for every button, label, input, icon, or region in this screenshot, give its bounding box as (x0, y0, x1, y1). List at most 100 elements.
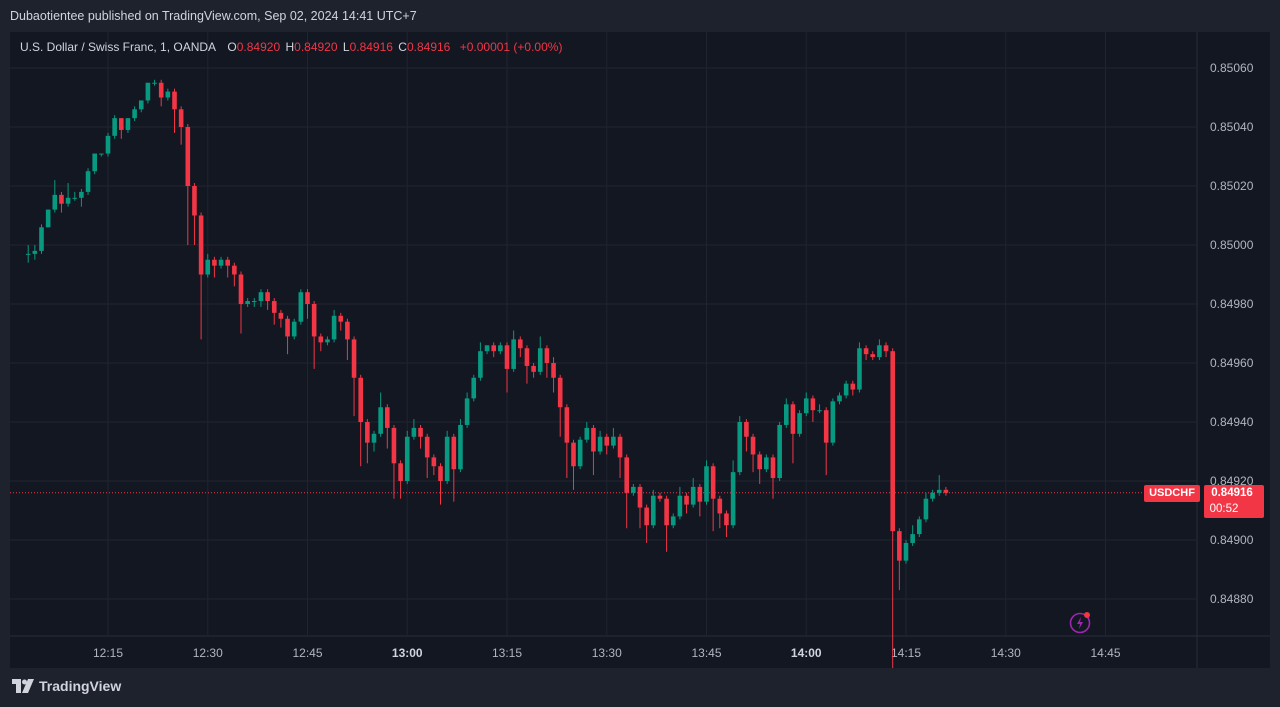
x-tick-label: 13:15 (492, 646, 522, 660)
candle-body (531, 365, 536, 372)
x-tick-label: 14:30 (991, 646, 1021, 660)
candle-body (923, 498, 929, 520)
candle-body (311, 304, 317, 337)
candle-body (697, 486, 703, 502)
candle-body (624, 457, 629, 493)
legend-symbol: U.S. Dollar / Swiss Franc, 1, OANDA (20, 40, 217, 54)
candle-body (897, 531, 902, 561)
x-tick-label: 12:30 (193, 646, 223, 660)
candle-body (365, 422, 370, 443)
candle-body (345, 321, 350, 340)
tradingview-logo-icon (12, 679, 34, 693)
legend-low-label: L (342, 40, 350, 54)
last-price-tag: 0.84916 00:52 (1204, 485, 1264, 518)
candle-body (378, 407, 383, 434)
candle-body (810, 398, 816, 411)
candle-body (943, 489, 949, 493)
candle-body (557, 377, 563, 408)
tradingview-brand[interactable]: TradingView (12, 678, 121, 694)
candle-body (883, 345, 889, 352)
candle-body (850, 383, 856, 390)
legend-open-value: 0.84920 (236, 40, 281, 54)
y-tick-label: 0.84900 (1210, 533, 1254, 547)
candle-body (677, 495, 683, 517)
y-tick-label: 0.84880 (1210, 592, 1254, 606)
candle-body (39, 227, 44, 251)
last-price-value: 0.84916 (1211, 487, 1253, 499)
candle-body (770, 457, 776, 479)
y-tick-label: 0.84940 (1210, 415, 1254, 429)
candle-body (564, 407, 570, 443)
candle-body (498, 345, 503, 352)
candle-body (198, 215, 204, 275)
chart-panel[interactable] (10, 32, 1270, 668)
footer-bar (0, 668, 1280, 707)
legend-high-value: 0.84920 (294, 40, 338, 54)
candle-body (212, 259, 217, 266)
legend-change: +0.00001 (+0.00%) (459, 40, 563, 54)
candle-body (790, 404, 796, 434)
candle-body (524, 348, 530, 366)
legend-close-label: C (398, 40, 407, 54)
candle-body (25, 253, 31, 255)
candle-body (398, 463, 403, 481)
candle-body (105, 135, 111, 154)
candle-body (511, 339, 516, 369)
candle-body (285, 318, 290, 337)
candle-body (59, 194, 64, 204)
candle-body (504, 345, 510, 369)
candle-body (391, 427, 397, 464)
y-tick-label: 0.85000 (1210, 238, 1254, 252)
candle-body (318, 336, 324, 343)
candle-body (79, 191, 84, 198)
candle-body (604, 436, 610, 446)
x-tick-label: 12:45 (292, 646, 322, 660)
candle-body (125, 118, 131, 130)
candle-body (424, 436, 430, 458)
candle-body (72, 197, 78, 199)
candle-body (744, 422, 749, 437)
candle-body (358, 377, 363, 422)
legend-high-label: H (285, 40, 295, 54)
candle-body (664, 498, 669, 526)
candle-body (890, 351, 895, 532)
symbol-price-tag: USDCHF (1144, 485, 1200, 502)
candle-body (438, 466, 443, 481)
candle-body (351, 339, 357, 378)
candle-body (431, 457, 437, 467)
candle-body (331, 315, 337, 340)
candle-body (185, 127, 191, 186)
candle-body (172, 91, 177, 110)
candle-body (837, 395, 842, 402)
x-tick-label: 13:30 (592, 646, 622, 660)
lightning-icon[interactable] (1068, 610, 1092, 639)
x-tick-label: 14:00 (791, 646, 822, 660)
candle-body (152, 82, 157, 84)
candle-body (597, 436, 603, 452)
candle-body (471, 377, 477, 399)
candle-body (917, 519, 922, 535)
candle-body (112, 118, 117, 136)
candle-body (258, 292, 264, 302)
x-tick-label: 13:00 (392, 646, 423, 660)
candle-body (225, 259, 230, 266)
candle-body (205, 259, 211, 275)
x-tick-label: 14:15 (891, 646, 921, 660)
y-tick-label: 0.84920 (1210, 474, 1254, 488)
candle-body (265, 292, 270, 302)
candle-body (877, 345, 882, 358)
candle-body (930, 492, 935, 499)
candle-body (132, 109, 137, 119)
candle-body (252, 301, 257, 303)
y-tick-label: 0.85060 (1210, 61, 1254, 75)
candle-body (657, 495, 663, 499)
candle-body (690, 486, 696, 505)
legend-close-value: 0.84916 (406, 40, 451, 54)
candle-body (178, 109, 184, 127)
y-tick-label: 0.85040 (1210, 120, 1254, 134)
candle-body (784, 404, 789, 425)
candle-body (730, 472, 736, 526)
candle-body (797, 413, 802, 434)
candle-body (737, 422, 743, 473)
